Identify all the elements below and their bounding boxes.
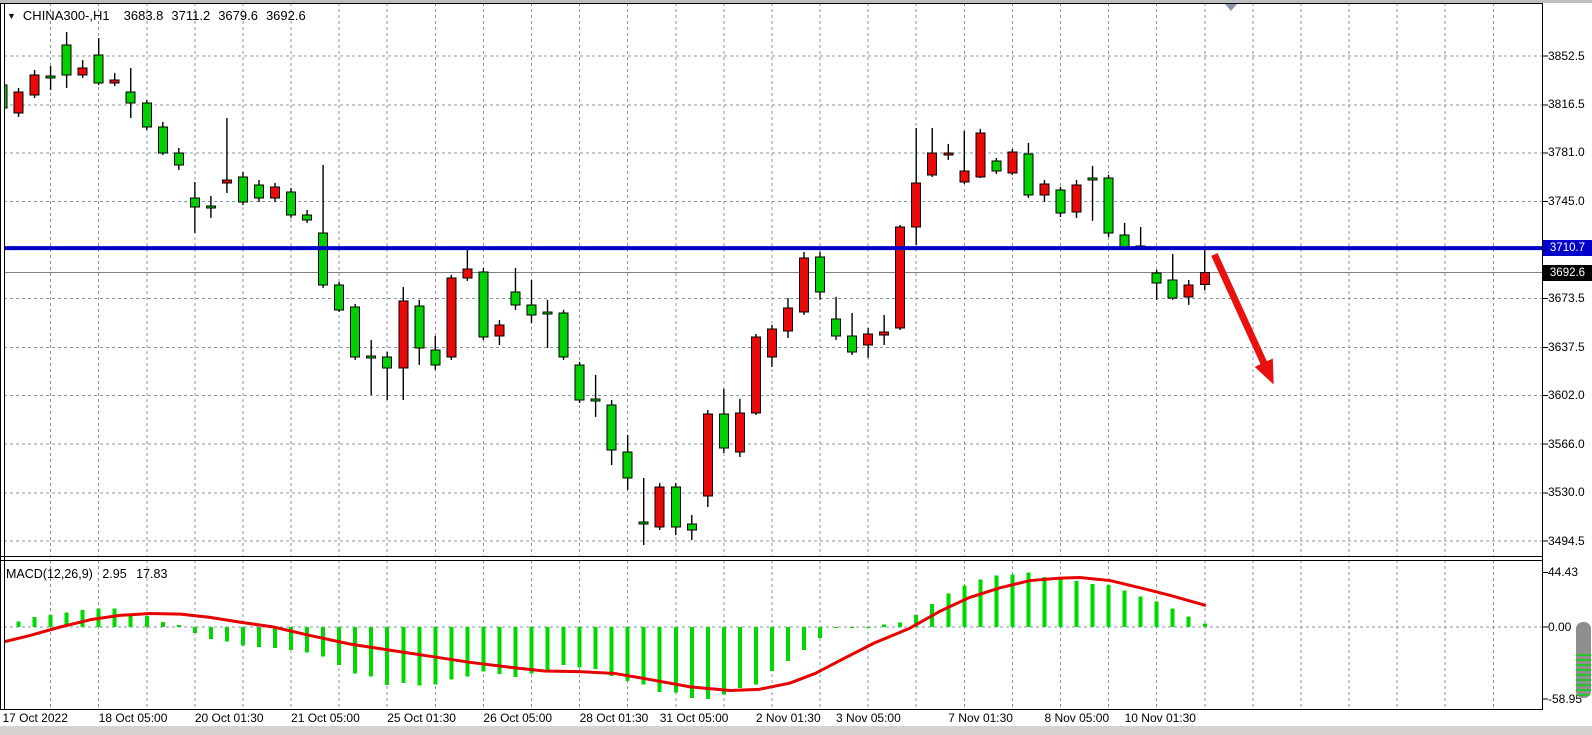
mini-scrollbar[interactable]	[1576, 622, 1591, 698]
time-axis-label: 8 Nov 05:00	[1044, 711, 1110, 725]
price-axis-label: 3637.5	[1548, 339, 1585, 354]
price-axis-label: 3816.5	[1548, 97, 1585, 112]
window-top-edge	[0, 0, 1592, 3]
mini-scrollbar-stripes	[1576, 654, 1591, 698]
time-axis-label: 31 Oct 05:00	[659, 711, 729, 725]
time-axis-label: 18 Oct 05:00	[98, 711, 168, 725]
time-axis-label: 28 Oct 01:30	[579, 711, 649, 725]
macd-indicator-label: MACD(12,26,9) 2.95 17.83	[6, 567, 173, 581]
price-axis-label: 3852.5	[1548, 48, 1585, 63]
macd-axis-label: -58.95	[1548, 691, 1583, 706]
time-axis-label: 20 Oct 01:30	[194, 711, 264, 725]
price-axis-label: 3494.5	[1548, 533, 1585, 548]
price-axis-label: 3781.0	[1548, 145, 1585, 160]
price-axis-label: 3673.5	[1548, 291, 1585, 305]
time-axis-label: 25 Oct 01:30	[387, 711, 456, 725]
price-axis-label: 3602.0	[1548, 387, 1585, 402]
ohlc-close: 3692.6	[265, 8, 306, 23]
time-axis-label: 17 Oct 2022	[2, 711, 68, 725]
time-axis-label: 2 Nov 01:30	[755, 711, 821, 725]
time-axis-label: 26 Oct 05:00	[483, 711, 553, 725]
time-axis-label: 10 Nov 01:30	[1124, 711, 1196, 725]
time-axis-label: 7 Nov 01:30	[948, 711, 1013, 725]
macd-main-value: 2.95	[102, 567, 127, 581]
window-bottom-edge	[0, 726, 1592, 735]
ohlc-open: 3683.8	[123, 8, 164, 23]
ohlc-low: 3679.6	[218, 8, 258, 23]
chart-title: ▼ CHINA300-,H1 3683.8 3711.2 3679.6 3692…	[7, 8, 314, 23]
collapse-icon[interactable]: ▼	[7, 10, 16, 21]
time-axis-label: 3 Nov 05:00	[836, 711, 901, 725]
ohlc-high: 3711.2	[171, 8, 211, 23]
price-axis-label: 3566.0	[1548, 436, 1585, 451]
macd-axis-label: 0.00	[1548, 619, 1572, 634]
macd-name: MACD(12,26,9)	[6, 567, 93, 581]
macd-axis-label: 44.43	[1548, 565, 1579, 580]
price-axis-label: 3530.0	[1548, 485, 1585, 500]
chart-shift-marker-icon[interactable]	[1225, 4, 1237, 11]
last-price-tag: 3692.6	[1543, 264, 1592, 281]
macd-signal-value: 17.83	[136, 567, 168, 581]
time-axis-label: 21 Oct 05:00	[291, 711, 360, 725]
price-axis-label: 3745.0	[1548, 194, 1585, 209]
hline-price-tag: 3710.7	[1543, 240, 1592, 257]
symbol-period-label: CHINA300-,H1	[22, 8, 110, 23]
